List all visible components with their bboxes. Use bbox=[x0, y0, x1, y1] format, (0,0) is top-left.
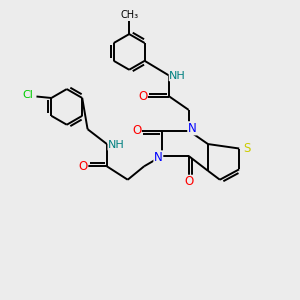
Text: N: N bbox=[154, 151, 163, 164]
Text: S: S bbox=[243, 142, 250, 155]
Text: NH: NH bbox=[169, 71, 186, 81]
Text: O: O bbox=[184, 175, 193, 188]
Text: NH: NH bbox=[108, 140, 125, 150]
Text: O: O bbox=[79, 160, 88, 173]
Text: O: O bbox=[138, 90, 147, 103]
Text: CH₃: CH₃ bbox=[121, 11, 139, 20]
Text: O: O bbox=[132, 124, 141, 137]
Text: Cl: Cl bbox=[23, 90, 34, 100]
Text: N: N bbox=[188, 122, 197, 135]
